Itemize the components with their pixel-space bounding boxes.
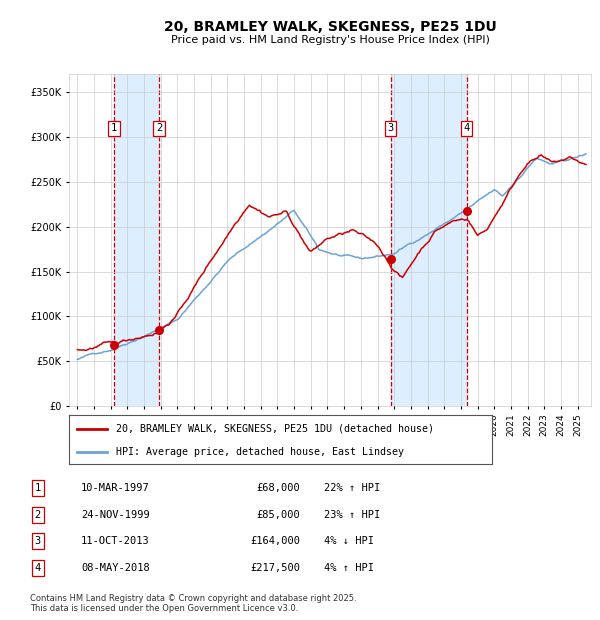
Text: 22% ↑ HPI: 22% ↑ HPI <box>324 483 380 493</box>
Text: 1: 1 <box>111 123 117 133</box>
Text: 2: 2 <box>35 510 41 520</box>
Text: 3: 3 <box>35 536 41 546</box>
Text: 3: 3 <box>388 123 394 133</box>
Text: £217,500: £217,500 <box>250 563 300 573</box>
Text: This data is licensed under the Open Government Licence v3.0.: This data is licensed under the Open Gov… <box>30 604 298 613</box>
Text: 24-NOV-1999: 24-NOV-1999 <box>81 510 150 520</box>
Text: £85,000: £85,000 <box>256 510 300 520</box>
Text: 4% ↑ HPI: 4% ↑ HPI <box>324 563 374 573</box>
Text: 10-MAR-1997: 10-MAR-1997 <box>81 483 150 493</box>
Text: 08-MAY-2018: 08-MAY-2018 <box>81 563 150 573</box>
Text: 20, BRAMLEY WALK, SKEGNESS, PE25 1DU (detached house): 20, BRAMLEY WALK, SKEGNESS, PE25 1DU (de… <box>116 424 434 434</box>
Text: HPI: Average price, detached house, East Lindsey: HPI: Average price, detached house, East… <box>116 446 404 457</box>
Text: 23% ↑ HPI: 23% ↑ HPI <box>324 510 380 520</box>
Text: £164,000: £164,000 <box>250 536 300 546</box>
Text: 4: 4 <box>464 123 470 133</box>
Text: 4% ↓ HPI: 4% ↓ HPI <box>324 536 374 546</box>
Text: 1: 1 <box>35 483 41 493</box>
Text: £68,000: £68,000 <box>256 483 300 493</box>
Bar <box>391 74 467 406</box>
Text: 2: 2 <box>156 123 162 133</box>
Text: Contains HM Land Registry data © Crown copyright and database right 2025.: Contains HM Land Registry data © Crown c… <box>30 595 356 603</box>
Text: 4: 4 <box>35 563 41 573</box>
Text: 11-OCT-2013: 11-OCT-2013 <box>81 536 150 546</box>
Text: 20, BRAMLEY WALK, SKEGNESS, PE25 1DU: 20, BRAMLEY WALK, SKEGNESS, PE25 1DU <box>164 20 496 33</box>
Text: Price paid vs. HM Land Registry's House Price Index (HPI): Price paid vs. HM Land Registry's House … <box>170 35 490 45</box>
Bar <box>114 74 159 406</box>
